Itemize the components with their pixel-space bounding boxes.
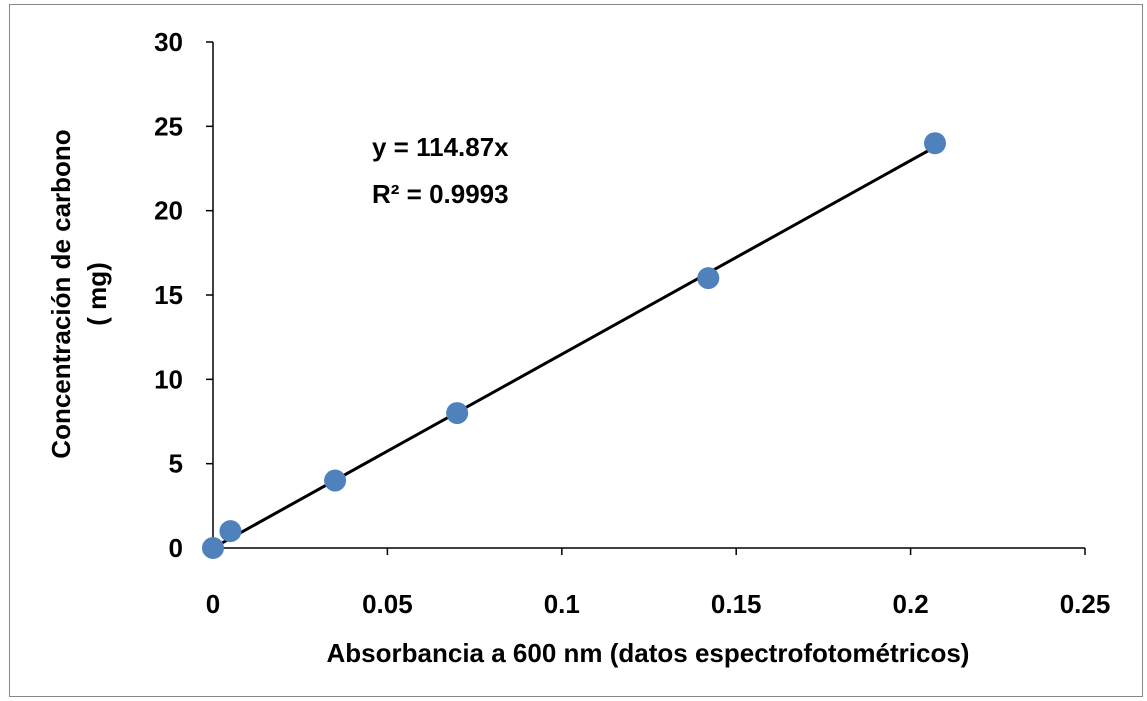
chart-frame xyxy=(9,4,1143,697)
x-tick-label: 0.15 xyxy=(711,589,762,619)
y-tick-label: 20 xyxy=(154,196,183,226)
tick-labels: 0 0.05 0.1 0.15 0.2 0.25 0 5 10 15 20 25 30 xyxy=(154,27,1110,619)
data-point xyxy=(924,132,947,155)
r-squared-label: R² = 0.9993 xyxy=(372,179,509,209)
x-tick-label: 0.1 xyxy=(544,589,580,619)
data-point xyxy=(446,402,469,425)
trendline xyxy=(212,145,936,550)
x-axis-title: Absorbancia a 600 nm (datos espectrofoto… xyxy=(327,638,970,668)
y-axis-title-line-2: ( mg) xyxy=(82,262,112,326)
data-points xyxy=(202,132,947,559)
data-point xyxy=(219,520,242,543)
data-point xyxy=(324,469,347,492)
equation-label: y = 114.87x xyxy=(372,132,509,162)
data-point xyxy=(697,267,720,290)
x-tick-label: 0.05 xyxy=(362,589,413,619)
x-tick-label: 0.25 xyxy=(1060,589,1111,619)
y-tick-label: 0 xyxy=(169,533,183,563)
x-tick-label: 0.2 xyxy=(893,589,929,619)
y-axis-title-line-1: Concentración de carbono xyxy=(46,129,76,458)
axes xyxy=(212,42,1085,549)
y-tick-label: 30 xyxy=(154,27,183,57)
y-tick-label: 10 xyxy=(154,364,183,394)
y-tick-label: 25 xyxy=(154,111,183,141)
x-tick-label: 0 xyxy=(206,589,220,619)
y-tick-label: 15 xyxy=(154,280,183,310)
data-point xyxy=(202,537,224,559)
y-tick-label: 5 xyxy=(169,449,183,479)
